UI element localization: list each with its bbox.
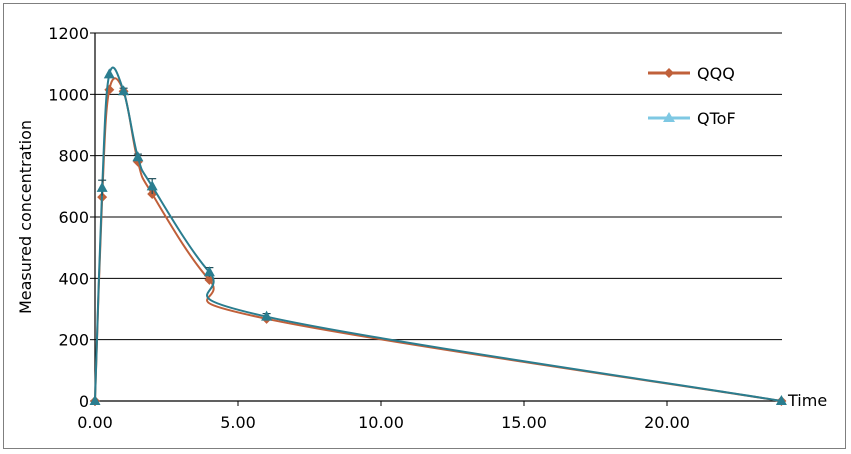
point-qtof-0 (89, 395, 101, 405)
y-tick-label-3: 600 (58, 208, 89, 227)
legend-marker-qtof (663, 112, 675, 122)
legend-marker-qqq (664, 68, 674, 78)
series-line-qtof (94, 66, 782, 402)
y-tick-label-0: 0 (79, 392, 89, 411)
series-line-qqq (94, 77, 782, 402)
y-tick-label-1: 200 (58, 331, 89, 350)
x-tick-label-4: 20.00 (644, 413, 690, 432)
x-tick-label-1: 5.00 (220, 413, 256, 432)
gridlines (95, 32, 782, 341)
series-qqq (90, 77, 787, 406)
point-qtof-4 (132, 151, 144, 162)
point-qtof-1 (96, 181, 108, 192)
x-tick-label-2: 10.00 (358, 413, 404, 432)
y-tick-label-2: 400 (58, 269, 89, 288)
point-qtof-6 (203, 266, 215, 277)
x-tick-label-0: 0.00 (77, 413, 113, 432)
point-qtof-8 (775, 395, 787, 405)
x-tick-label-3: 15.00 (501, 413, 547, 432)
series-qtof (89, 66, 787, 405)
y-ticks: 0 200 400 600 800 1000 1200 (48, 24, 95, 411)
chart-frame (3, 3, 846, 449)
legend-item-qqq: QQQ (648, 64, 735, 83)
x-ticks: 0.00 5.00 10.00 15.00 20.00 (77, 401, 690, 432)
point-qtof-3 (118, 85, 130, 96)
point-qtof-5 (146, 180, 158, 191)
legend: QQQ QToF (648, 64, 736, 128)
y-tick-label-5: 1000 (48, 85, 89, 104)
legend-item-qtof: QToF (648, 109, 736, 128)
y-axis-title: Measured concentration (16, 120, 35, 314)
legend-label-qtof: QToF (697, 109, 736, 128)
point-qtof-2 (103, 68, 115, 79)
x-axis-title: Time (787, 391, 827, 410)
legend-label-qqq: QQQ (697, 64, 735, 83)
point-qtof-7 (261, 310, 273, 321)
series (89, 66, 787, 406)
point-qqq-2 (104, 84, 115, 95)
y-tick-label-6: 1200 (48, 24, 89, 43)
y-tick-label-4: 800 (58, 147, 89, 166)
